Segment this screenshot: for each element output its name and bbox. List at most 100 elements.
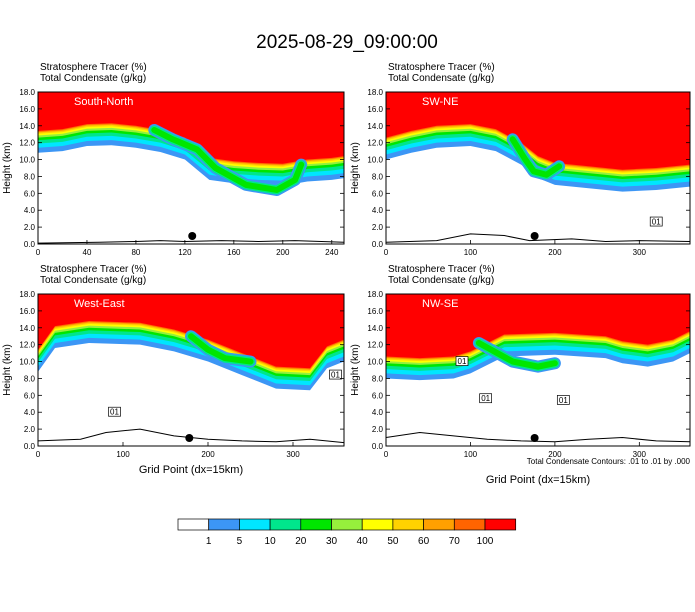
colorbar-label: 40 — [357, 536, 369, 547]
y-tick-label: 8.0 — [372, 172, 384, 181]
y-axis-label: Height (km) — [2, 344, 13, 396]
y-tick-label: 0.0 — [24, 442, 36, 451]
y-tick-label: 14.0 — [19, 122, 35, 131]
figure-title: 2025-08-29_09:00:00 — [256, 32, 438, 53]
intrusion-2 — [509, 136, 563, 178]
center-marker — [530, 434, 539, 442]
tracer-field: 01 01 01 — [386, 294, 690, 443]
terrain-line — [386, 431, 690, 443]
x-tick-label: 100 — [116, 450, 130, 459]
plot-frame — [37, 91, 345, 245]
contour-label-box — [479, 393, 492, 404]
colorbar-swatch-4 — [300, 518, 332, 531]
x-tick-label: 300 — [633, 450, 647, 459]
y-tick-label: 2.0 — [372, 425, 384, 434]
x-tick-label: 0 — [36, 450, 41, 459]
colorbar-label: 100 — [477, 536, 494, 547]
y-tick-label: 0.0 — [372, 240, 384, 249]
colorbar-swatch-10 — [484, 518, 517, 531]
colorbar-label: 70 — [449, 536, 461, 547]
colorbar-swatch-6 — [361, 518, 394, 531]
colorbar-swatch-7 — [392, 518, 424, 531]
terrain-line — [38, 240, 344, 244]
tracer-field: 01 01 — [38, 294, 344, 444]
colorbar-swatch-2 — [239, 518, 271, 531]
colorbar-swatch-0 — [177, 518, 210, 531]
x-tick-label: 100 — [464, 450, 478, 459]
y-tick-label: 6.0 — [24, 189, 36, 198]
y-tick-label: 18.0 — [19, 88, 35, 97]
contour-label-box — [108, 406, 121, 417]
colorbar-label: 60 — [418, 536, 430, 547]
contour-label-box — [556, 395, 570, 405]
colorbar-swatch-1 — [208, 518, 240, 531]
x-tick-label: 100 — [464, 248, 478, 257]
contour-label-box — [455, 356, 469, 366]
x-tick-label: 200 — [548, 248, 562, 257]
terrain-line — [386, 233, 690, 243]
colorbar-label: 5 — [237, 536, 243, 547]
header-line: Total Condensate (g/kg) — [388, 275, 494, 286]
y-axis-label: Height (km) — [350, 344, 361, 396]
y-axis-label: Height (km) — [2, 142, 13, 194]
y-tick-label: 18.0 — [367, 88, 383, 97]
header-line: Stratosphere Tracer (%) — [40, 264, 147, 275]
tracer-band-9 — [386, 294, 690, 359]
x-tick-label: 200 — [548, 450, 562, 459]
contour-label: 01 — [110, 408, 119, 417]
x-tick-label: 240 — [325, 248, 339, 257]
y-tick-label: 14.0 — [367, 122, 383, 131]
contour-label: 01 — [481, 394, 490, 403]
tracer-band-9 — [38, 92, 344, 164]
y-tick-label: 14.0 — [19, 324, 35, 333]
panel-label: SW-NE — [422, 96, 458, 108]
intrusion-2 — [475, 339, 558, 370]
header-line: Stratosphere Tracer (%) — [40, 62, 147, 73]
x-tick-label: 300 — [286, 450, 300, 459]
colorbar-swatch-8 — [423, 518, 455, 531]
y-tick-label: 4.0 — [372, 206, 384, 215]
y-tick-label: 4.0 — [372, 408, 384, 417]
header-line: Total Condensate (g/kg) — [388, 73, 494, 84]
y-tick-label: 16.0 — [367, 105, 383, 114]
colorbar-label: 10 — [265, 536, 277, 547]
tracer-field: 01 — [386, 92, 690, 243]
x-tick-label: 0 — [384, 450, 389, 459]
y-tick-label: 8.0 — [24, 172, 36, 181]
contour-label-box — [329, 369, 342, 380]
panel-0: South-North Stratosphere Tracer (%)Total … — [2, 62, 345, 257]
y-tick-label: 2.0 — [24, 425, 36, 434]
header-line: Stratosphere Tracer (%) — [388, 62, 495, 73]
center-marker — [188, 232, 197, 240]
panel-2: 01 01 West-East Stratosphere Tracer (%)Tota… — [2, 264, 345, 476]
x-axis-label: Grid Point (dx=15km) — [139, 464, 243, 476]
y-tick-label: 18.0 — [19, 290, 35, 299]
center-marker — [185, 434, 194, 442]
y-tick-label: 16.0 — [19, 105, 35, 114]
plot-frame — [37, 293, 345, 447]
x-tick-label: 160 — [227, 248, 241, 257]
colorbar: 1 5 10 20 30 40 50 60 70 100 — [177, 518, 517, 547]
y-tick-label: 0.0 — [372, 442, 384, 451]
y-tick-label: 6.0 — [372, 391, 384, 400]
y-tick-label: 16.0 — [367, 307, 383, 316]
y-tick-label: 4.0 — [24, 408, 36, 417]
colorbar-swatch-5 — [331, 518, 363, 531]
colorbar-swatch-9 — [453, 518, 486, 531]
contour-note: Total Condensate Contours: .01 to .01 by… — [527, 457, 691, 466]
y-tick-label: 12.0 — [367, 139, 383, 148]
y-tick-label: 0.0 — [24, 240, 36, 249]
panel-label: NW-SE — [422, 298, 458, 310]
header-line: Total Condensate (g/kg) — [40, 73, 146, 84]
x-tick-label: 0 — [36, 248, 41, 257]
colorbar-label: 20 — [295, 536, 307, 547]
x-tick-label: 80 — [131, 248, 140, 257]
header-line: Stratosphere Tracer (%) — [388, 264, 495, 275]
y-tick-label: 12.0 — [367, 341, 383, 350]
y-tick-label: 2.0 — [24, 223, 36, 232]
panel-1: 01 SW-NE Stratosphere Tracer (%)Total Cond… — [350, 62, 691, 257]
colorbar-label: 50 — [387, 536, 399, 547]
